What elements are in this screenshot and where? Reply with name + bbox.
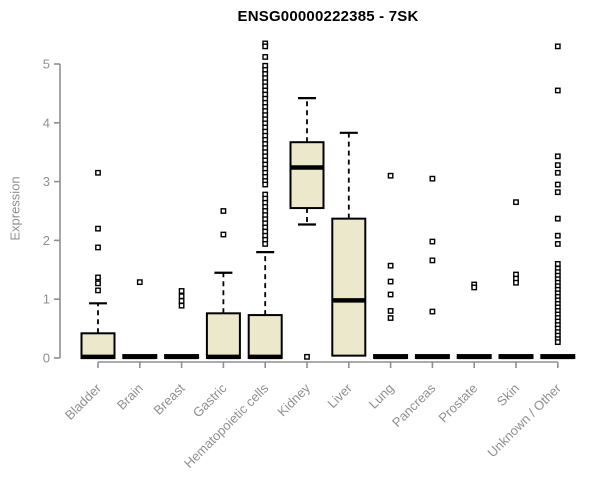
outlier-point bbox=[429, 175, 436, 182]
outlier-point bbox=[136, 279, 143, 286]
box-gastric bbox=[205, 208, 241, 360]
outlier-point bbox=[554, 241, 561, 247]
outlier-point bbox=[471, 284, 478, 291]
y-tick-label: 1 bbox=[43, 292, 50, 307]
outlier-point bbox=[95, 225, 101, 232]
outlier-point bbox=[95, 274, 101, 281]
outlier-point bbox=[220, 208, 227, 214]
outlier-point bbox=[95, 280, 101, 287]
outlier-point bbox=[262, 54, 269, 60]
x-tick-label: Bladder bbox=[62, 380, 105, 423]
box-bladder bbox=[80, 169, 116, 360]
y-tick-label: 5 bbox=[43, 57, 50, 72]
outlier-point bbox=[554, 162, 561, 169]
outlier-point bbox=[387, 278, 394, 285]
y-axis-label: Expression bbox=[7, 176, 23, 241]
outlier-point bbox=[95, 169, 101, 176]
box-prostate bbox=[456, 281, 492, 360]
outlier-point bbox=[554, 189, 561, 196]
outlier-point bbox=[554, 169, 561, 176]
outlier-point bbox=[513, 279, 519, 286]
y-tick-label: 0 bbox=[43, 351, 50, 366]
box-kidney bbox=[289, 97, 325, 360]
y-axis: 0 1 2 3 4 5 bbox=[43, 57, 61, 366]
outlier-point bbox=[262, 43, 269, 50]
outlier-point bbox=[178, 302, 185, 309]
box-pancreas bbox=[414, 175, 450, 360]
outlier-point bbox=[262, 241, 269, 247]
outlier-point bbox=[554, 153, 561, 160]
y-tick-label: 3 bbox=[43, 174, 50, 189]
x-tick-label: Brain bbox=[114, 381, 146, 413]
box-skin bbox=[498, 199, 534, 360]
x-tick-label: Unknown / Other bbox=[484, 380, 564, 460]
outlier-point bbox=[554, 232, 561, 239]
outlier-point bbox=[387, 172, 394, 179]
outlier-point bbox=[554, 215, 561, 222]
outlier-point bbox=[220, 231, 227, 238]
outlier-point bbox=[95, 287, 101, 294]
outlier-point bbox=[178, 298, 185, 304]
outlier-point bbox=[513, 199, 519, 206]
x-tick-label: Lung bbox=[366, 381, 397, 412]
outlier-point bbox=[387, 308, 394, 314]
box-hematopoietic-cells bbox=[247, 40, 283, 360]
outlier-point bbox=[387, 262, 394, 269]
x-tick-label: Gastric bbox=[190, 380, 230, 420]
outlier-point bbox=[304, 353, 310, 360]
outlier-point bbox=[178, 288, 185, 294]
outlier-point bbox=[429, 308, 436, 315]
box-unknown-other bbox=[540, 43, 576, 360]
y-tick-label: 2 bbox=[43, 233, 50, 248]
box-brain bbox=[122, 279, 158, 360]
outlier-point bbox=[387, 315, 394, 321]
outlier-point bbox=[554, 261, 561, 267]
outlier-point bbox=[262, 181, 269, 188]
outlier-point bbox=[554, 87, 561, 94]
x-tick-label: Pancreas bbox=[389, 380, 439, 430]
x-tick-label: Prostate bbox=[435, 381, 480, 426]
outlier-point bbox=[554, 181, 561, 188]
x-tick-label: Liver bbox=[324, 380, 355, 411]
box-lung bbox=[373, 172, 409, 360]
x-tick-label: Skin bbox=[494, 381, 522, 409]
outlier-point bbox=[554, 339, 561, 346]
x-tick-label: Kidney bbox=[274, 380, 313, 419]
outlier-point bbox=[178, 293, 185, 300]
outlier-point bbox=[387, 291, 394, 298]
outlier-point bbox=[554, 43, 561, 50]
y-tick-label: 4 bbox=[43, 115, 50, 130]
x-tick-label: Breast bbox=[151, 380, 188, 417]
outlier-point bbox=[95, 244, 101, 251]
outlier-point bbox=[429, 257, 436, 264]
box-breast bbox=[164, 288, 200, 360]
outlier-point bbox=[429, 238, 436, 245]
chart-title: ENSG00000222385 - 7SK bbox=[237, 8, 419, 25]
box-liver bbox=[331, 131, 367, 357]
